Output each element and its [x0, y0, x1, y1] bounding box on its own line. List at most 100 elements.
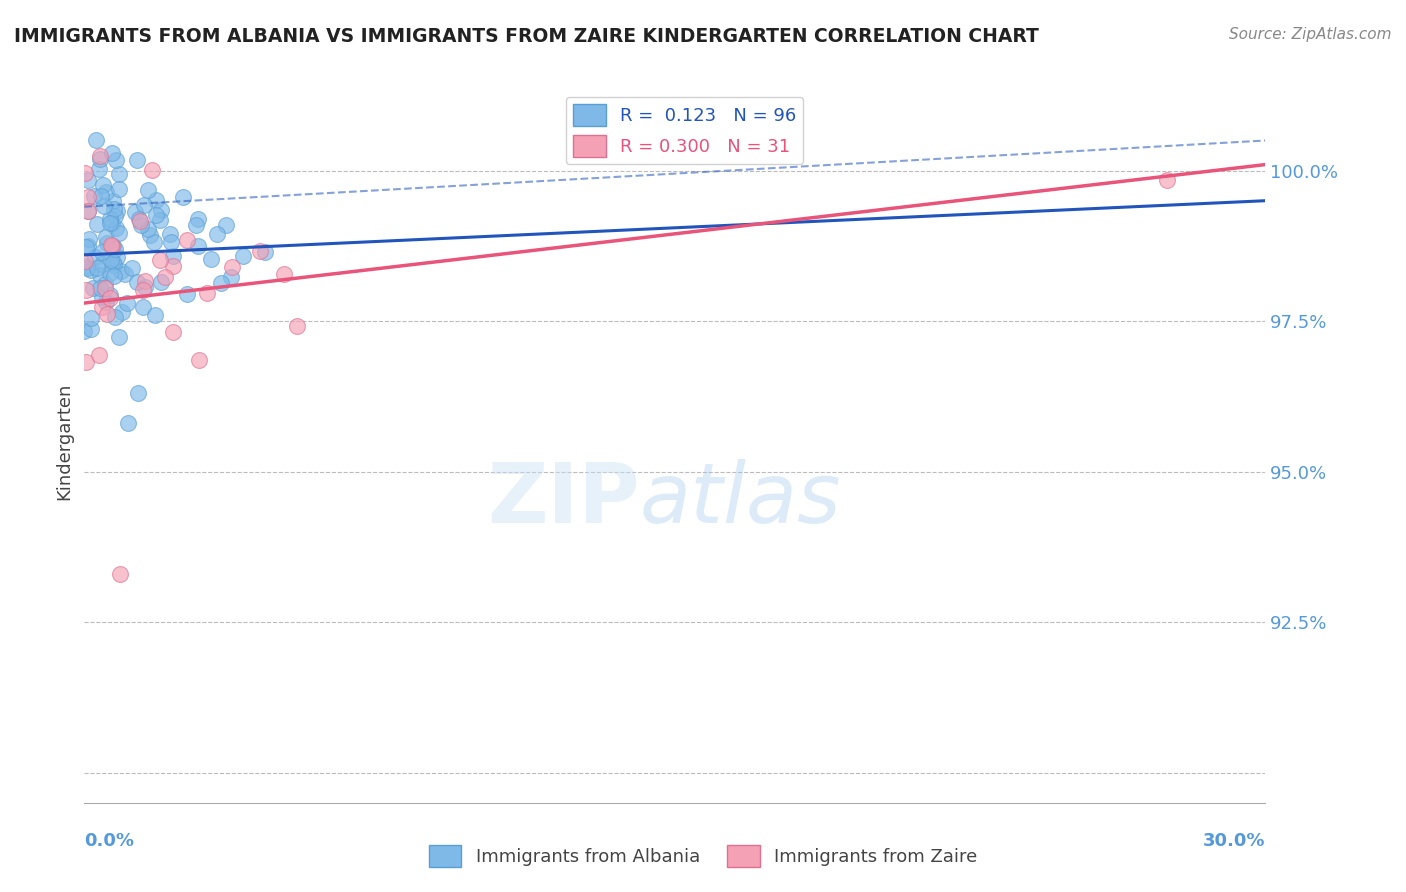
Point — [221, 260, 243, 275]
Point — [176, 233, 198, 247]
Point — [105, 203, 128, 218]
Point — [195, 285, 218, 300]
Point — [86, 217, 108, 231]
Point — [105, 221, 128, 235]
Point — [76, 261, 98, 276]
Point — [134, 280, 156, 294]
Point — [104, 209, 127, 223]
Point — [273, 268, 295, 282]
Point — [221, 270, 243, 285]
Point — [187, 238, 209, 252]
Point — [115, 295, 138, 310]
Point — [94, 281, 117, 295]
Point — [94, 277, 117, 291]
Legend: Immigrants from Albania, Immigrants from Zaire: Immigrants from Albania, Immigrants from… — [422, 838, 984, 874]
Point — [104, 242, 127, 256]
Point — [90, 290, 112, 304]
Point — [125, 153, 148, 167]
Point — [90, 188, 112, 202]
Point — [84, 133, 107, 147]
Point — [77, 231, 100, 245]
Point — [132, 300, 155, 314]
Point — [91, 178, 114, 192]
Point — [138, 183, 160, 197]
Point — [96, 236, 118, 251]
Y-axis label: Kindergarten: Kindergarten — [55, 383, 73, 500]
Point — [82, 280, 104, 294]
Point — [89, 162, 111, 177]
Point — [100, 238, 122, 252]
Point — [108, 330, 131, 344]
Point — [75, 283, 97, 297]
Point — [98, 287, 121, 301]
Point — [98, 266, 121, 280]
Point — [89, 152, 111, 166]
Point — [141, 163, 163, 178]
Text: atlas: atlas — [640, 458, 841, 540]
Point — [89, 268, 111, 283]
Point — [83, 189, 105, 203]
Point — [80, 263, 103, 277]
Point — [200, 252, 222, 267]
Point — [98, 216, 121, 230]
Point — [149, 275, 172, 289]
Point — [100, 253, 122, 268]
Point — [111, 305, 134, 319]
Text: 0.0%: 0.0% — [84, 831, 135, 850]
Point — [73, 324, 96, 338]
Point — [117, 417, 139, 431]
Point — [103, 269, 125, 284]
Text: Source: ZipAtlas.com: Source: ZipAtlas.com — [1229, 27, 1392, 42]
Point — [114, 267, 136, 281]
Point — [1156, 172, 1178, 186]
Point — [91, 256, 114, 270]
Point — [80, 310, 103, 325]
Point — [188, 353, 211, 368]
Point — [121, 260, 143, 275]
Point — [155, 270, 177, 285]
Point — [132, 284, 155, 298]
Point — [108, 182, 131, 196]
Point — [110, 264, 132, 278]
Point — [101, 194, 124, 208]
Point — [101, 254, 124, 268]
Point — [77, 204, 100, 219]
Point — [136, 222, 159, 236]
Point — [134, 198, 156, 212]
Point — [159, 227, 181, 241]
Point — [103, 310, 125, 324]
Point — [162, 325, 184, 339]
Point — [101, 146, 124, 161]
Point — [89, 149, 111, 163]
Point — [73, 254, 96, 268]
Point — [127, 275, 149, 289]
Point — [98, 291, 121, 305]
Legend: R =  0.123   N = 96, R = 0.300   N = 31: R = 0.123 N = 96, R = 0.300 N = 31 — [565, 96, 803, 164]
Point — [142, 235, 165, 249]
Point — [94, 295, 117, 310]
Point — [160, 235, 183, 249]
Point — [76, 239, 98, 253]
Point — [108, 226, 131, 240]
Point — [75, 240, 97, 254]
Point — [209, 276, 232, 290]
Point — [148, 213, 170, 227]
Point — [149, 253, 172, 268]
Point — [249, 244, 271, 259]
Text: IMMIGRANTS FROM ALBANIA VS IMMIGRANTS FROM ZAIRE KINDERGARTEN CORRELATION CHART: IMMIGRANTS FROM ALBANIA VS IMMIGRANTS FR… — [14, 27, 1039, 45]
Point — [129, 218, 152, 232]
Point — [96, 229, 118, 244]
Point — [101, 239, 124, 253]
Point — [162, 249, 184, 263]
Point — [215, 218, 238, 232]
Point — [73, 166, 96, 180]
Point — [105, 250, 128, 264]
Point — [103, 258, 125, 272]
Text: ZIP: ZIP — [486, 458, 640, 540]
Point — [93, 199, 115, 213]
Point — [89, 281, 111, 295]
Point — [77, 204, 100, 219]
Point — [139, 228, 162, 243]
Point — [145, 208, 167, 222]
Point — [127, 386, 149, 401]
